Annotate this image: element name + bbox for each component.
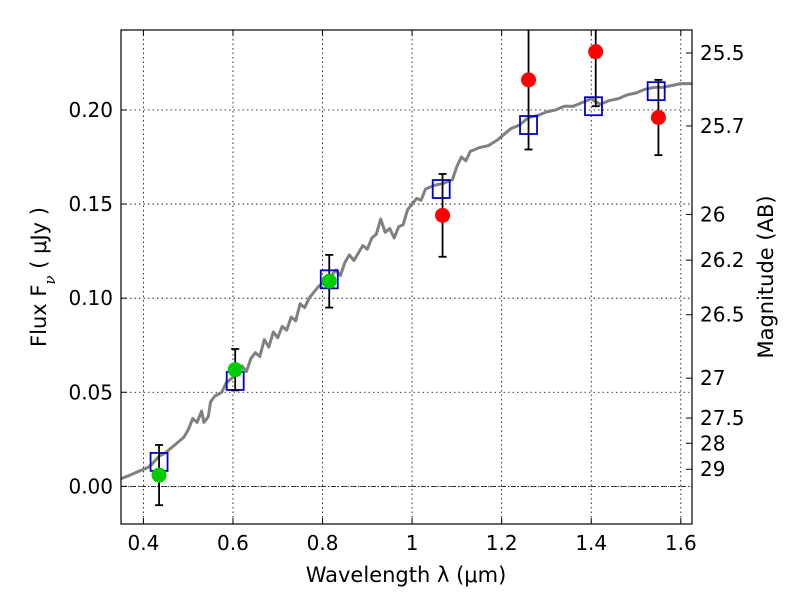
y-axis-title-group: Flux Fν ( μJy )	[27, 207, 59, 347]
observed-flux-point	[521, 72, 537, 88]
y2-tick-label: 25.7	[700, 114, 745, 138]
x-tick-label: 0.8	[307, 531, 339, 555]
x-tick-label: 1.4	[575, 531, 607, 555]
axes: 0.4 0.6 0.8 1 1.2 1.4 1.6 0.00 0.05 0.10 0.15 0.20 2…	[68, 30, 745, 555]
x-tick-label: 1.2	[486, 531, 518, 555]
model-photometry-marker	[584, 96, 603, 117]
y-axis-title-subscript: ν	[41, 275, 59, 284]
plot-area	[121, 30, 692, 507]
y2-axis-title-group: Magnitude (AB)	[754, 195, 778, 358]
y-tick-label: 0.20	[68, 98, 113, 122]
x-tick-label: 1	[406, 531, 419, 555]
observed-flux-point	[435, 207, 451, 223]
x-tick-label: 1.6	[665, 531, 697, 555]
model-photometry-marker	[431, 179, 451, 199]
y-tick-label: 0.00	[68, 474, 113, 498]
model-spectrum-line	[121, 82, 692, 481]
plot-frame	[120, 29, 693, 525]
y-tick-label: 0.05	[68, 380, 113, 404]
y-axis-title-main: Flux F	[27, 285, 51, 347]
y2-tick-label: 28	[700, 431, 725, 455]
y2-tick-label: 27.5	[700, 406, 745, 430]
x-tick-label: 0.6	[217, 531, 249, 555]
y-axis-title: Flux Fν ( μJy )	[27, 207, 59, 347]
y-tick-label: 0.15	[68, 192, 113, 216]
y-tick-label: 0.10	[68, 286, 113, 310]
observed-flux-point	[151, 467, 167, 483]
x-axis-title: Wavelength λ (μm)	[306, 563, 507, 587]
observed-flux-point	[650, 110, 666, 126]
observed-flux-point	[588, 44, 604, 60]
observed-flux-point	[227, 362, 243, 378]
y2-tick-label: 27	[700, 366, 725, 390]
y2-axis-title: Magnitude (AB)	[754, 195, 778, 358]
y2-tick-label: 25.5	[700, 41, 745, 65]
x-tick-label: 0.4	[127, 531, 159, 555]
observed-flux-point	[321, 273, 337, 289]
y2-tick-label: 26.2	[700, 248, 745, 272]
y2-tick-label: 29	[700, 457, 725, 481]
model-photometry-marker	[646, 81, 666, 102]
grid	[121, 30, 692, 524]
y2-tick-label: 26	[700, 202, 725, 226]
y-axis-title-unit: ( μJy )	[27, 207, 51, 275]
y2-tick-label: 26.5	[700, 303, 745, 327]
